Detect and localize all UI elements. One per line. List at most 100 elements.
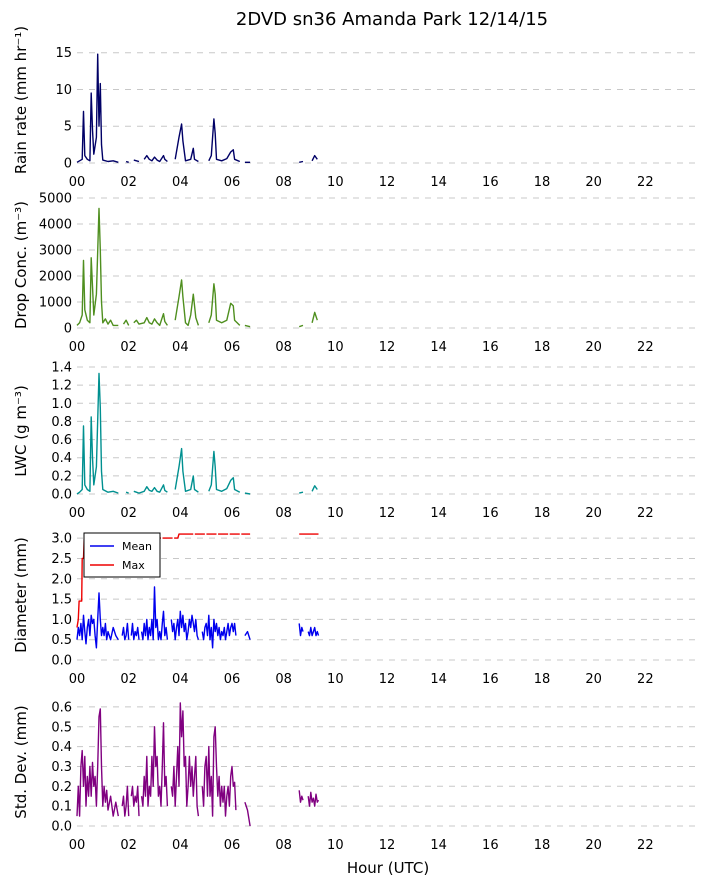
series-line <box>174 123 199 163</box>
x-tick-label: 10 <box>327 175 344 190</box>
x-tick-label: 12 <box>379 672 396 687</box>
series-line <box>76 372 119 495</box>
x-tick-label: 04 <box>172 340 189 355</box>
y-tick-label: 0.5 <box>51 633 72 648</box>
y-tick-label: 0.2 <box>51 780 72 795</box>
series-line <box>170 702 200 817</box>
y-tick-label: 0.0 <box>51 820 72 835</box>
y-tick-label: 0.0 <box>51 654 72 669</box>
x-tick-label: 22 <box>637 340 654 355</box>
x-tick-label: 14 <box>430 506 447 521</box>
y-axis-label: LWC (g m⁻³) <box>12 385 30 477</box>
panel-5: 0.0 0.1 0.2 0.3 0.4 0.5 0.6 00 02 04 06 08 10 12 14 16 1… <box>12 700 697 853</box>
series-line <box>170 610 200 641</box>
panels: 0 5 10 15 00 02 04 06 08 10 12 14 16 18 20 22 Rain rate … <box>12 26 697 853</box>
series-line <box>174 279 200 327</box>
y-tick-label: 1000 <box>39 296 72 311</box>
y-tick-label: 3000 <box>39 244 72 259</box>
y-axis-label: Std. Dev. (mm) <box>12 705 30 818</box>
y-tick-label: 0 <box>64 322 72 337</box>
x-tick-label: 22 <box>637 506 654 521</box>
series-line <box>298 790 304 803</box>
series-line <box>244 630 251 640</box>
series-1 <box>76 702 320 827</box>
x-tick-label: 10 <box>327 672 344 687</box>
y-tick-label: 0.0 <box>51 488 72 503</box>
x-tick-label: 10 <box>327 340 344 355</box>
x-tick-label: 20 <box>585 340 602 355</box>
series-line <box>298 623 304 637</box>
y-tick-label: 4000 <box>39 218 72 233</box>
series-line <box>76 708 119 817</box>
series-line <box>76 53 119 163</box>
x-tick-label: 12 <box>379 340 396 355</box>
x-tick-label: 18 <box>534 175 551 190</box>
x-tick-label: 14 <box>430 175 447 190</box>
series-line <box>244 324 251 328</box>
series-line <box>307 791 320 807</box>
series-line <box>174 447 199 493</box>
series-line <box>140 722 169 807</box>
y-tick-label: 0.5 <box>51 720 72 735</box>
x-tick-label: 14 <box>430 672 447 687</box>
series-line <box>299 160 304 163</box>
panel-4: 0.0 0.5 1.0 1.5 2.0 2.5 3.0 00 02 04 06 08 10 12 14 16 1… <box>12 532 697 687</box>
series-line <box>208 450 241 493</box>
series-line <box>201 726 237 817</box>
y-tick-label: 0.6 <box>51 700 72 715</box>
series-line <box>76 533 251 628</box>
x-tick-label: 10 <box>327 506 344 521</box>
y-tick-label: 1.2 <box>51 379 72 394</box>
y-tick-label: 5000 <box>39 192 72 207</box>
y-axis-label: Diameter (mm) <box>12 537 30 653</box>
x-tick-label: 14 <box>430 838 447 853</box>
x-tick-label: 06 <box>224 506 241 521</box>
series-line <box>244 801 251 827</box>
series-mean <box>76 586 320 649</box>
x-tick-label: 06 <box>224 175 241 190</box>
series-line <box>130 622 140 641</box>
series-line <box>122 319 130 326</box>
series-line <box>311 311 318 323</box>
x-tick-label: 02 <box>120 175 137 190</box>
y-tick-label: 2000 <box>39 270 72 285</box>
panel-2: 0 1000 2000 3000 4000 5000 00 02 04 06 08 10 12 14 16 1… <box>12 192 697 355</box>
x-tick-label: 00 <box>69 838 86 853</box>
series-line <box>76 207 119 327</box>
series-line <box>298 324 304 328</box>
x-tick-label: 08 <box>275 672 292 687</box>
y-tick-label: 1.4 <box>51 361 72 376</box>
y-tick-label: 0.4 <box>51 740 72 755</box>
x-tick-label: 22 <box>637 175 654 190</box>
x-tick-label: 00 <box>69 175 86 190</box>
x-tick-label: 02 <box>120 340 137 355</box>
y-tick-label: 3.0 <box>51 532 72 547</box>
x-tick-label: 06 <box>224 672 241 687</box>
x-tick-label: 06 <box>224 340 241 355</box>
x-tick-label: 08 <box>275 175 292 190</box>
series-line <box>307 626 320 637</box>
series-line <box>201 614 237 649</box>
x-tick-label: 04 <box>172 506 189 521</box>
series-line <box>125 160 129 163</box>
x-tick-label: 02 <box>120 506 137 521</box>
legend-label: Mean <box>122 540 152 553</box>
series-1 <box>76 372 318 495</box>
x-tick-label: 18 <box>534 672 551 687</box>
x-tick-label: 12 <box>379 506 396 521</box>
x-tick-label: 10 <box>327 838 344 853</box>
x-tick-label: 14 <box>430 340 447 355</box>
x-tick-label: 02 <box>120 672 137 687</box>
x-tick-label: 22 <box>637 672 654 687</box>
series-1 <box>76 207 318 328</box>
legend-label: Max <box>122 559 145 572</box>
x-tick-label: 16 <box>482 838 499 853</box>
y-axis-label: Rain rate (mm hr⁻¹) <box>12 26 30 174</box>
series-line <box>311 485 318 492</box>
y-tick-label: 1.5 <box>51 593 72 608</box>
x-axis-label: Hour (UTC) <box>347 859 429 877</box>
y-tick-label: 1.0 <box>51 613 72 628</box>
x-tick-label: 06 <box>224 838 241 853</box>
y-tick-label: 0.8 <box>51 415 72 430</box>
series-line <box>133 159 140 163</box>
